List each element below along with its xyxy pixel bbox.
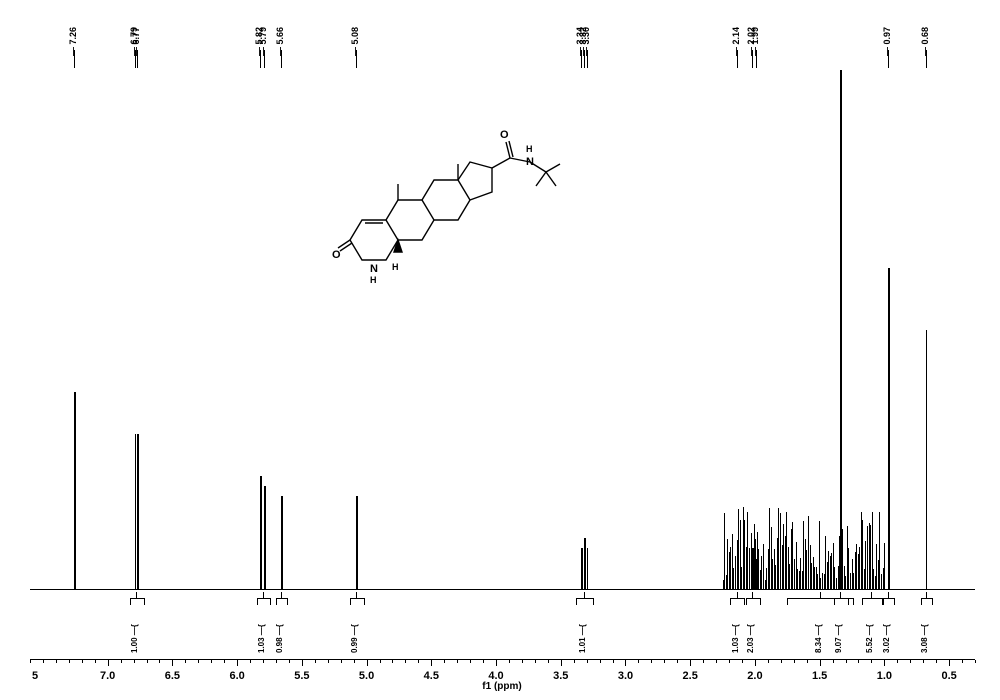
peak xyxy=(264,486,266,590)
axis-tick-label: 5.5 xyxy=(294,670,309,682)
integral-value: 3.02 —{ xyxy=(882,624,891,653)
peak xyxy=(260,476,262,590)
atom-h-ring: H xyxy=(392,262,399,272)
atom-n2: N xyxy=(526,156,534,168)
axis-tick-label: 3.5 xyxy=(553,670,568,682)
molecule-structure: O N H H O H N xyxy=(330,120,570,300)
axis-tick-label: 1.5 xyxy=(812,670,827,682)
peak-ppm-label: — 1.99 xyxy=(750,27,760,56)
atom-o2: O xyxy=(500,129,509,141)
axis-tick-label: 6.0 xyxy=(229,670,244,682)
axis-tick-label: 1.0 xyxy=(877,670,892,682)
peak-ppm-label: — 2.14 xyxy=(731,27,741,56)
integral-value: 1.03 —{ xyxy=(257,624,266,653)
integral-value: 1.03 —{ xyxy=(731,624,740,653)
axis-tick-label: 2.0 xyxy=(747,670,762,682)
peak xyxy=(581,548,583,590)
axis-tick-label: 2.5 xyxy=(683,670,698,682)
atom-h-n: H xyxy=(370,275,377,285)
nmr-chart: — 7.26— 6.79— 6.77— 5.82— 5.79— 5.66— 5.… xyxy=(30,10,975,690)
axis-tick-label: 3.0 xyxy=(618,670,633,682)
axis-tick-label: 0.5 xyxy=(941,670,956,682)
atom-n1: N xyxy=(370,263,378,275)
peak xyxy=(584,538,586,590)
integral-value: 1.00 —{ xyxy=(130,624,139,653)
peak xyxy=(135,434,137,590)
peak xyxy=(587,548,589,590)
integral-value: 9.07 —{ xyxy=(834,624,843,653)
peak-ppm-label: — 7.26 xyxy=(68,27,78,56)
peak xyxy=(137,434,139,590)
peak xyxy=(356,496,358,590)
axis-edge-label: 5 xyxy=(32,670,38,682)
peak xyxy=(926,330,928,590)
integral-value: 0.99 —{ xyxy=(350,624,359,653)
atom-h-amide: H xyxy=(526,144,533,154)
peak-ppm-label: — 5.66 xyxy=(275,27,285,56)
atom-o1: O xyxy=(332,249,341,261)
integral-value: 0.98 —{ xyxy=(275,624,284,653)
peak xyxy=(74,392,76,590)
integral-value: 1.01 —{ xyxy=(578,624,587,653)
x-axis-title: f1 (ppm) xyxy=(482,681,521,692)
peak-ppm-label: — 0.68 xyxy=(920,27,930,56)
integral-value: 3.08 —{ xyxy=(920,624,929,653)
peak-ppm-label: — 5.79 xyxy=(258,27,268,56)
peak-ppm-label: — 6.77 xyxy=(131,27,141,56)
peak-ppm-label: — 5.08 xyxy=(350,27,360,56)
peak xyxy=(281,496,283,590)
integral-value: 5.52 —{ xyxy=(865,624,874,653)
integral-value: 8.34 —{ xyxy=(814,624,823,653)
integral-value: 2.03 —{ xyxy=(746,624,755,653)
axis-tick-label: 5.0 xyxy=(359,670,374,682)
peak xyxy=(888,268,890,590)
peak xyxy=(840,70,842,590)
peak-ppm-label: — 0.97 xyxy=(882,27,892,56)
axis-tick-label: 7.0 xyxy=(100,670,115,682)
axis-tick-label: 4.5 xyxy=(424,670,439,682)
peak-ppm-label: — 3.30 xyxy=(581,27,591,56)
axis-tick-label: 6.5 xyxy=(165,670,180,682)
structure-svg: O N H H O H N xyxy=(330,120,570,300)
